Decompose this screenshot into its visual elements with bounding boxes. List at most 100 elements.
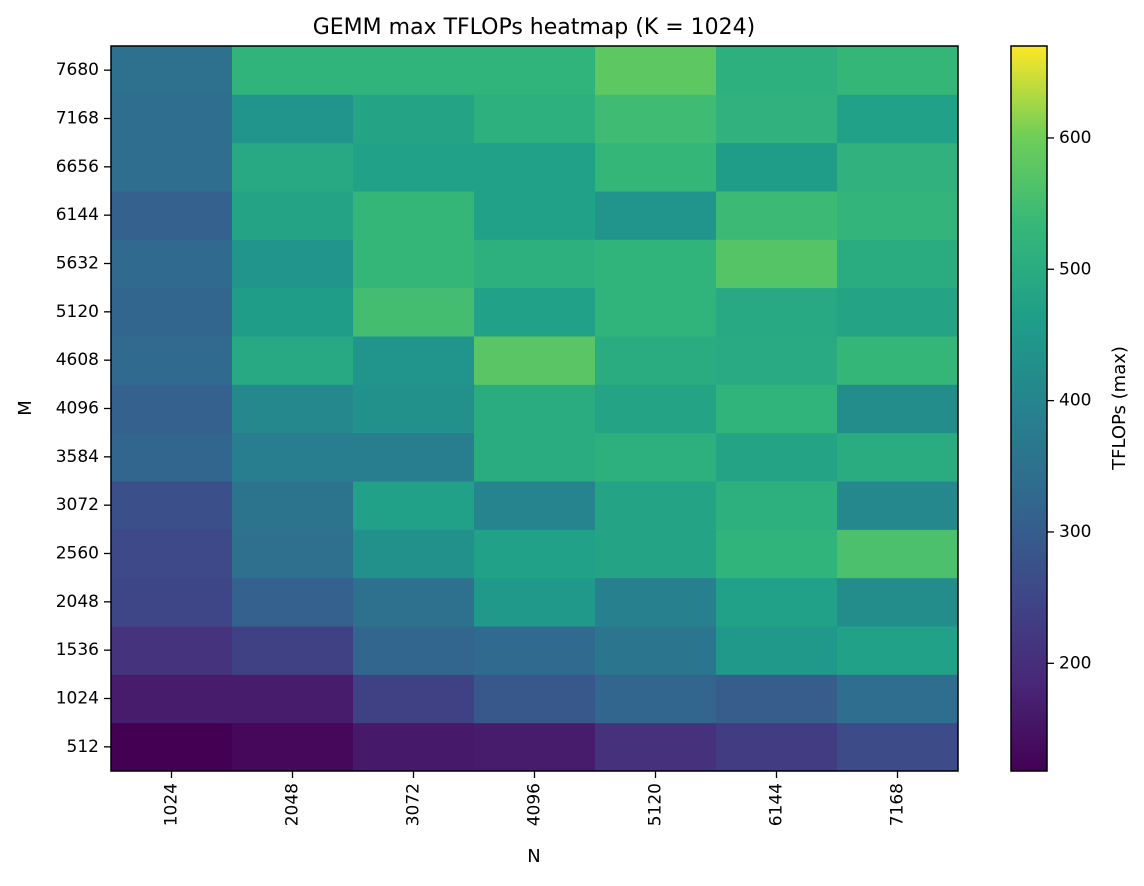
heatmap-cell — [111, 626, 233, 675]
y-tick-label: 512 — [67, 737, 99, 757]
y-tick-label: 2048 — [56, 592, 99, 612]
heatmap-cell — [474, 46, 596, 95]
heatmap-cell — [111, 722, 233, 772]
y-tick-label: 1536 — [56, 640, 99, 660]
y-tick-label: 7168 — [56, 109, 99, 129]
heatmap-cell — [837, 287, 959, 337]
heatmap-cell — [353, 336, 475, 385]
heatmap-cell — [232, 336, 354, 385]
heatmap-cell — [353, 287, 475, 337]
x-tick-label: 4096 — [525, 783, 545, 826]
heatmap-cell — [474, 384, 596, 434]
heatmap-cell — [474, 191, 596, 240]
heatmap-cell — [353, 94, 475, 144]
heatmap-cell — [353, 46, 475, 95]
heatmap-cell — [474, 674, 596, 724]
heatmap-cell — [595, 191, 717, 240]
heatmap-cell — [716, 529, 838, 579]
x-tick-label: 1024 — [162, 783, 182, 826]
heatmap-cell — [111, 191, 233, 240]
heatmap-cell — [837, 384, 959, 434]
heatmap-cell — [353, 481, 475, 530]
y-tick-label: 5120 — [56, 302, 99, 322]
heatmap-cell — [716, 287, 838, 337]
heatmap-cell — [111, 46, 233, 95]
heatmap-cell — [837, 529, 959, 579]
heatmap-cell — [474, 722, 596, 772]
heatmap-cell — [595, 529, 717, 579]
heatmap-cell — [595, 722, 717, 772]
y-tick-label: 2560 — [56, 544, 99, 564]
colorbar-ticks: 200 300 400 500 600 — [1047, 128, 1091, 673]
x-axis-label: N — [527, 846, 540, 867]
y-tick-label: 4608 — [56, 350, 99, 370]
heatmap-cell — [111, 674, 233, 724]
y-tick-label: 3072 — [56, 495, 99, 515]
heatmap-cell — [474, 481, 596, 530]
heatmap-cell — [474, 287, 596, 337]
heatmap-cell — [837, 191, 959, 240]
colorbar-tick-label: 200 — [1059, 653, 1091, 673]
heatmap-cell — [595, 94, 717, 144]
heatmap-cell — [595, 674, 717, 724]
heatmap-cells — [111, 46, 959, 772]
heatmap-cell — [474, 529, 596, 579]
heatmap-cell — [353, 722, 475, 772]
heatmap-cell — [716, 626, 838, 675]
heatmap-cell — [353, 626, 475, 675]
heatmap-cell — [111, 239, 233, 289]
colorbar-tick-label: 400 — [1059, 391, 1091, 411]
heatmap-cell — [111, 577, 233, 627]
heatmap-cell — [595, 384, 717, 434]
heatmap-cell — [353, 529, 475, 579]
heatmap-cell — [111, 481, 233, 530]
heatmap-cell — [595, 626, 717, 675]
heatmap-cell — [837, 432, 959, 482]
y-axis-ticks: 512 1024 1536 2048 2560 3072 3584 4096 4608 5120 5… — [56, 60, 111, 757]
heatmap-cell — [837, 336, 959, 385]
heatmap-cell — [595, 432, 717, 482]
heatmap-cell — [232, 432, 354, 482]
x-tick-label: 7168 — [888, 783, 908, 826]
heatmap-cell — [716, 191, 838, 240]
heatmap-cell — [716, 432, 838, 482]
heatmap-cell — [837, 674, 959, 724]
colorbar — [1010, 45, 1048, 772]
y-tick-label: 6144 — [56, 205, 99, 225]
heatmap-cell — [232, 384, 354, 434]
heatmap-cell — [595, 336, 717, 385]
heatmap-cell — [474, 626, 596, 675]
heatmap-cell — [474, 577, 596, 627]
heatmap-cell — [716, 481, 838, 530]
x-tick-label: 5120 — [646, 783, 666, 826]
heatmap-cell — [111, 432, 233, 482]
heatmap-cell — [353, 577, 475, 627]
heatmap-cell — [111, 142, 233, 192]
heatmap-cell — [232, 722, 354, 772]
heatmap-cell — [232, 529, 354, 579]
heatmap-cell — [111, 287, 233, 337]
x-axis-ticks: 1024 2048 3072 4096 5120 6144 7168 — [162, 771, 908, 826]
y-tick-label: 1024 — [56, 689, 99, 709]
heatmap-cell — [595, 46, 717, 95]
heatmap-cell — [232, 577, 354, 627]
y-tick-label: 7680 — [56, 60, 99, 80]
heatmap-cell — [353, 239, 475, 289]
heatmap-cell — [353, 432, 475, 482]
y-tick-label: 4096 — [56, 399, 99, 419]
x-tick-label: 2048 — [283, 783, 303, 826]
heatmap-cell — [353, 674, 475, 724]
heatmap-cell — [232, 142, 354, 192]
heatmap-cell — [595, 577, 717, 627]
heatmap-cell — [232, 626, 354, 675]
heatmap-cell — [232, 94, 354, 144]
y-tick-label: 5632 — [56, 254, 99, 274]
heatmap-cell — [232, 46, 354, 95]
heatmap-cell — [232, 287, 354, 337]
heatmap-cell — [595, 287, 717, 337]
heatmap-cell — [111, 94, 233, 144]
colorbar-tick-label: 600 — [1059, 128, 1091, 148]
heatmap-cell — [837, 46, 959, 95]
heatmap-cell — [716, 722, 838, 772]
